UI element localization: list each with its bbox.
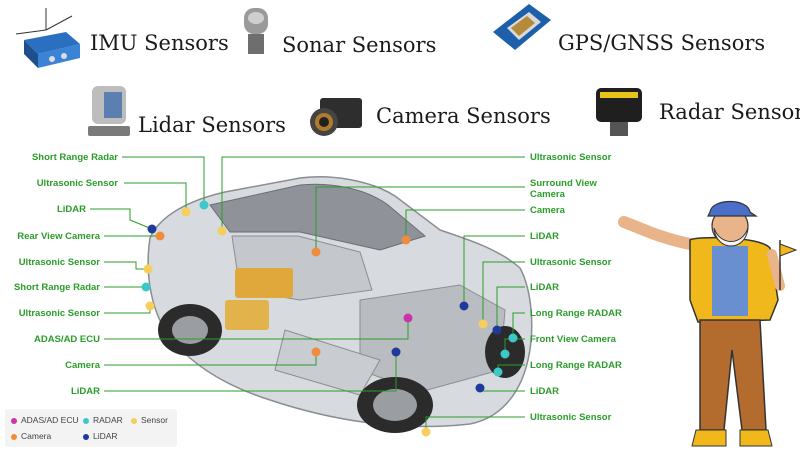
marker-lidar [475,383,485,393]
presenter-illustration [618,201,798,447]
legend: ADAS/AD ECU RADAR Sensor Camera LiDAR [5,409,177,447]
radar-sensor-image [592,82,646,140]
label-lidar-r3: LiDAR [530,386,560,397]
legend-label-sensor: Sensor [141,415,168,425]
lidar-sensor-image [84,82,134,140]
marker-ultrasonic [478,319,488,329]
marker-ultrasonic [145,301,155,311]
legend-dot-sensor [131,417,137,424]
gps-sensors-title: GPS/GNSS Sensors [558,31,766,55]
label-long-range-radar-2: Long Range RADAR [530,360,622,371]
marker-camera [401,235,411,245]
sonar-sensors-title: Sonar Sensors [282,33,437,57]
label-adas-ecu: ADAS/AD ECU [34,334,100,345]
lidar-sensors-title: Lidar Sensors [138,113,286,137]
legend-dot-ecu [11,417,17,424]
imu-sensors-title: IMU Sensors [90,31,229,55]
marker-rear-camera [155,231,165,241]
marker-front-camera [500,349,510,359]
camera-sensors-title: Camera Sensors [376,104,551,128]
label-front-view-camera: Front View Camera [530,334,616,345]
label-rear-view-camera: Rear View Camera [17,231,100,242]
legend-label-camera: Camera [21,431,52,441]
legend-item-radar: RADAR [83,415,123,425]
label-ultrasonic-sensor-r1: Ultrasonic Sensor [530,152,612,163]
legend-dot-camera [11,433,17,440]
gps-sensor-image [489,2,553,54]
label-lidar-r2: LiDAR [530,282,560,293]
marker-short-range-radar [141,282,151,292]
marker-long-range-radar [493,367,503,377]
label-lidar-1: LiDAR [56,204,86,215]
marker-camera [311,347,321,357]
label-surround-view-camera: Camera [530,189,565,200]
imu-sensor-image [8,4,86,70]
camera-sensor-image [306,94,366,140]
car-illustration [147,176,533,433]
label-short-range-radar-1: Short Range Radar [31,152,118,163]
label-camera-1: Camera [65,360,100,371]
legend-label-lidar: LiDAR [93,431,118,441]
label-lidar-2: LiDAR [70,386,100,397]
label-short-range-radar-2: Short Range Radar [13,282,100,293]
legend-item-lidar: LiDAR [83,431,118,441]
sensor-markers [141,200,518,437]
legend-dot-radar [83,417,89,424]
marker-long-range-radar [508,333,518,343]
marker-ultrasonic [143,264,153,274]
label-surround-view: Surround View [530,178,597,189]
marker-surround-camera [311,247,321,257]
marker-short-range-radar [199,200,209,210]
legend-label-radar: RADAR [93,415,123,425]
marker-adas-ecu [403,313,413,323]
label-ultrasonic-sensor-2: Ultrasonic Sensor [18,257,100,268]
marker-ultrasonic [217,226,227,236]
legend-label-ecu: ADAS/AD ECU [21,415,79,425]
marker-ultrasonic [181,207,191,217]
legend-item-ecu: ADAS/AD ECU [11,415,79,425]
label-ultrasonic-sensor-1: Ultrasonic Sensor [36,178,118,189]
marker-ultrasonic [421,427,431,437]
marker-lidar [391,347,401,357]
legend-dot-lidar [83,433,89,440]
marker-lidar [147,224,157,234]
legend-item-sensor: Sensor [131,415,168,425]
label-ultrasonic-sensor-r2: Ultrasonic Sensor [530,257,612,268]
marker-lidar [492,325,502,335]
label-ultrasonic-sensor-r3: Ultrasonic Sensor [530,412,612,423]
label-long-range-radar-1: Long Range RADAR [530,308,622,319]
label-ultrasonic-sensor-3: Ultrasonic Sensor [18,308,100,319]
label-lidar-r1: LiDAR [530,231,560,242]
label-camera-r: Camera [530,205,565,216]
legend-item-camera: Camera [11,431,51,441]
sonar-sensor-image [236,4,276,58]
marker-lidar [459,301,469,311]
radar-sensors-title: Radar Sensors [659,100,800,124]
